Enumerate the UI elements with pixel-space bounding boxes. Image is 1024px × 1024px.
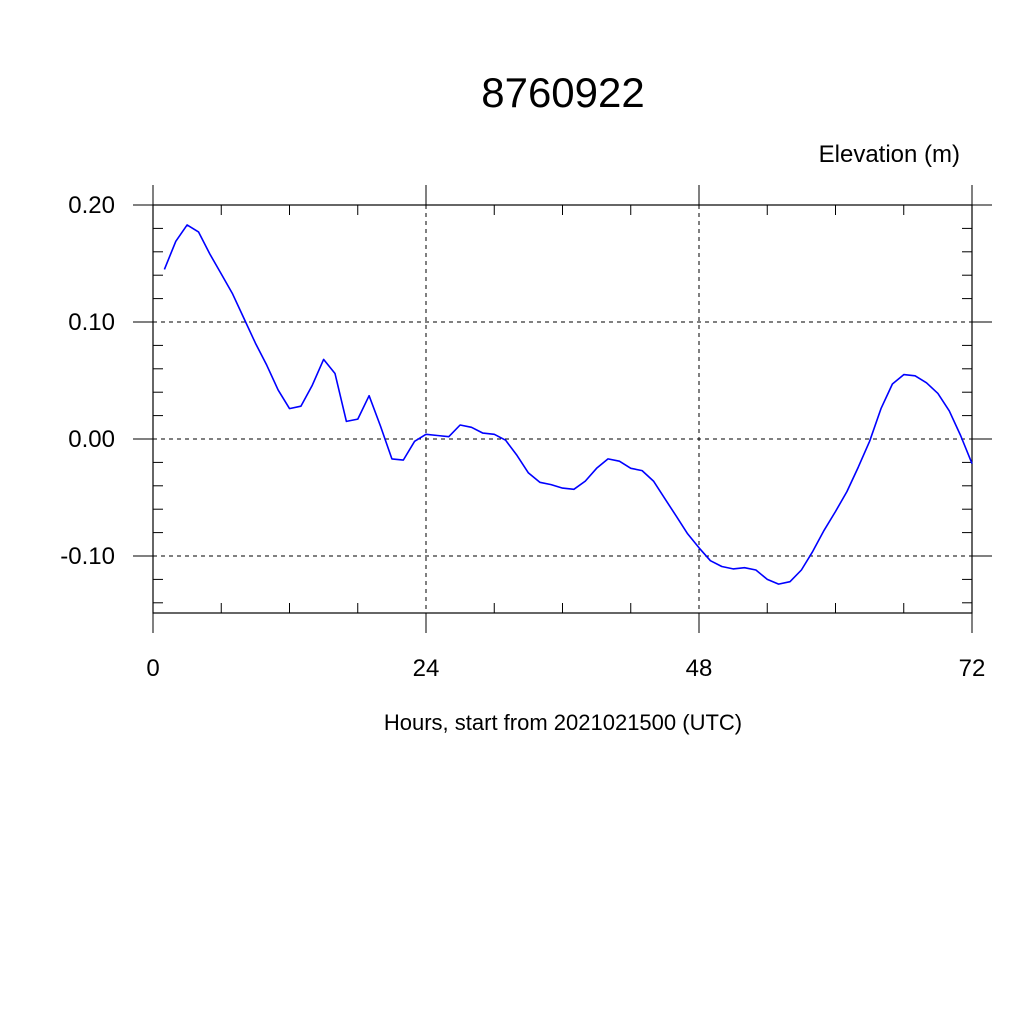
y-tick-label: 0.00 — [68, 426, 115, 453]
y-tick-label: -0.10 — [60, 543, 115, 570]
elevation-series-line — [163, 224, 973, 585]
grid — [153, 204, 972, 613]
x-axis-label: Hours, start from 2021021500 (UTC) — [384, 710, 742, 735]
tick-labels: 0.20 0.10 0.00 -0.10 0 24 48 72 — [60, 192, 985, 682]
x-tick-label: 72 — [959, 655, 986, 682]
plot-frame — [152, 204, 973, 614]
x-tick-label: 0 — [146, 655, 159, 682]
axis-ticks — [133, 185, 992, 633]
y-tick-label: 0.10 — [68, 309, 115, 336]
x-tick-label: 24 — [413, 655, 440, 682]
y-tick-label: 0.20 — [68, 192, 115, 219]
y-axis-label: Elevation (m) — [819, 141, 960, 168]
chart-title: 8760922 — [481, 69, 645, 116]
series-layer — [163, 224, 973, 585]
x-tick-label: 48 — [686, 655, 713, 682]
